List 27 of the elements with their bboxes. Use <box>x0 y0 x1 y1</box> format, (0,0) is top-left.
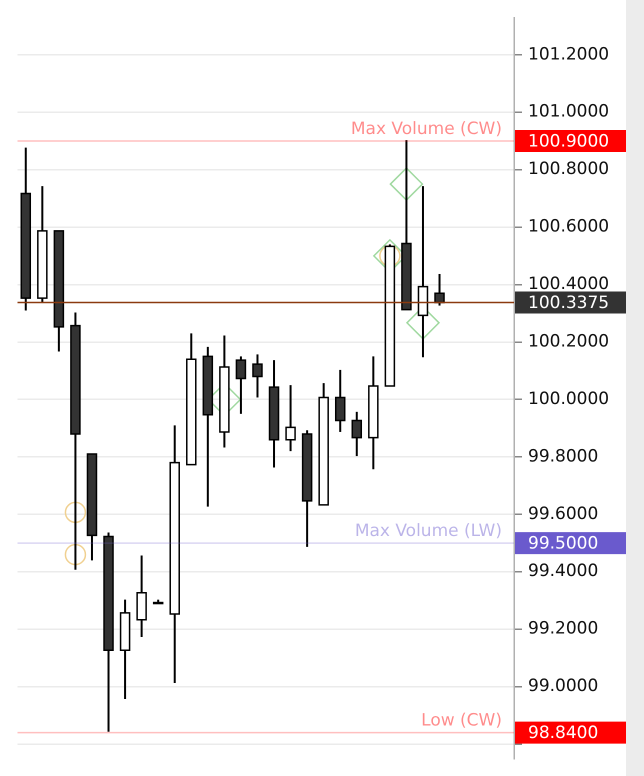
candlestick <box>252 353 263 398</box>
candlestick <box>236 355 246 415</box>
point <box>64 544 86 566</box>
candlestick <box>285 384 296 452</box>
y-tick-label: 100.0000 <box>528 388 610 409</box>
y-tick-label: 100.2000 <box>528 331 610 352</box>
ref-line-label: Max Volume (LW) <box>354 521 502 542</box>
y-tick-label: 101.2000 <box>528 44 610 64</box>
y-tick-label: 100.8000 <box>528 159 610 180</box>
y-tick-label: 99.0000 <box>528 676 598 696</box>
y-tick-label: 99.6000 <box>528 504 598 524</box>
candlestick <box>352 410 362 458</box>
y-tick-label: 99.8000 <box>528 446 598 466</box>
ref-line-label: Low (CW) <box>421 710 502 731</box>
text: 100.3375 <box>528 292 610 313</box>
y-tick-label: 100.4000 <box>528 274 610 294</box>
ref-line-label: Max Volume (CW) <box>350 118 502 139</box>
y-tick-label: 99.4000 <box>528 561 598 582</box>
text: 100.9000 <box>528 131 610 152</box>
y-tick-label: 101.0000 <box>528 102 610 122</box>
y-tick-label: 100.6000 <box>528 216 610 237</box>
candlestick <box>334 368 346 433</box>
point <box>64 502 86 524</box>
point <box>390 167 424 201</box>
y-tick-label: 99.2000 <box>528 618 598 639</box>
text: 99.5000 <box>528 534 598 554</box>
text: 98.8400 <box>528 723 598 744</box>
